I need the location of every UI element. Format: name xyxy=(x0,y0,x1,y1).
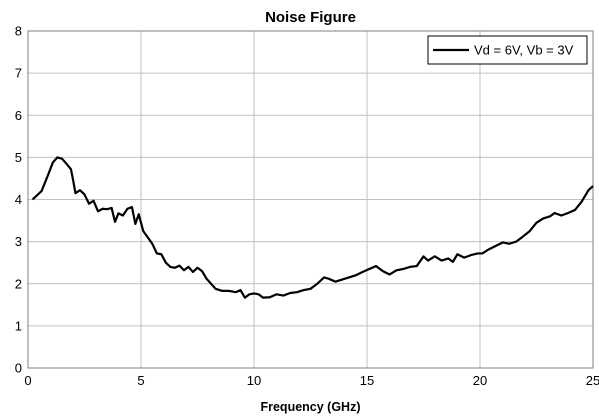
y-tick-label: 6 xyxy=(15,108,22,123)
y-tick-label: 0 xyxy=(15,361,22,376)
x-tick-label: 20 xyxy=(473,373,487,388)
tick-layer: 0 1 2 3 4 5 6 7 8 0 5 10 15 20 25 xyxy=(15,24,599,389)
x-tick-label: 5 xyxy=(137,373,144,388)
y-tick-label: 8 xyxy=(15,24,22,39)
x-tick-label: 10 xyxy=(247,373,261,388)
y-tick-label: 4 xyxy=(15,192,22,207)
y-tick-label: 1 xyxy=(15,318,22,333)
y-tick-label: 5 xyxy=(15,150,22,165)
y-tick-label: 2 xyxy=(15,276,22,291)
chart-title: Noise Figure xyxy=(265,9,356,26)
series-layer xyxy=(31,156,594,299)
series-line xyxy=(31,156,594,299)
x-tick-label: 0 xyxy=(24,373,31,388)
y-tick-label: 7 xyxy=(15,66,22,81)
x-tick-label: 25 xyxy=(586,373,599,388)
y-tick-label: 3 xyxy=(15,234,22,249)
x-tick-label: 15 xyxy=(360,373,374,388)
legend-label: Vd = 6V, Vb = 3V xyxy=(474,43,574,58)
plot-frame xyxy=(27,30,594,369)
x-axis-title: Frequency (GHz) xyxy=(260,400,360,414)
legend: Vd = 6V, Vb = 3V xyxy=(427,35,588,65)
